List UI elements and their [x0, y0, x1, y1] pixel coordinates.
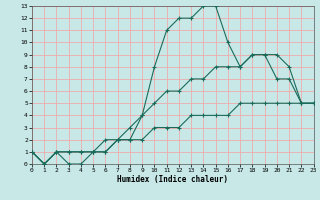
X-axis label: Humidex (Indice chaleur): Humidex (Indice chaleur) [117, 175, 228, 184]
